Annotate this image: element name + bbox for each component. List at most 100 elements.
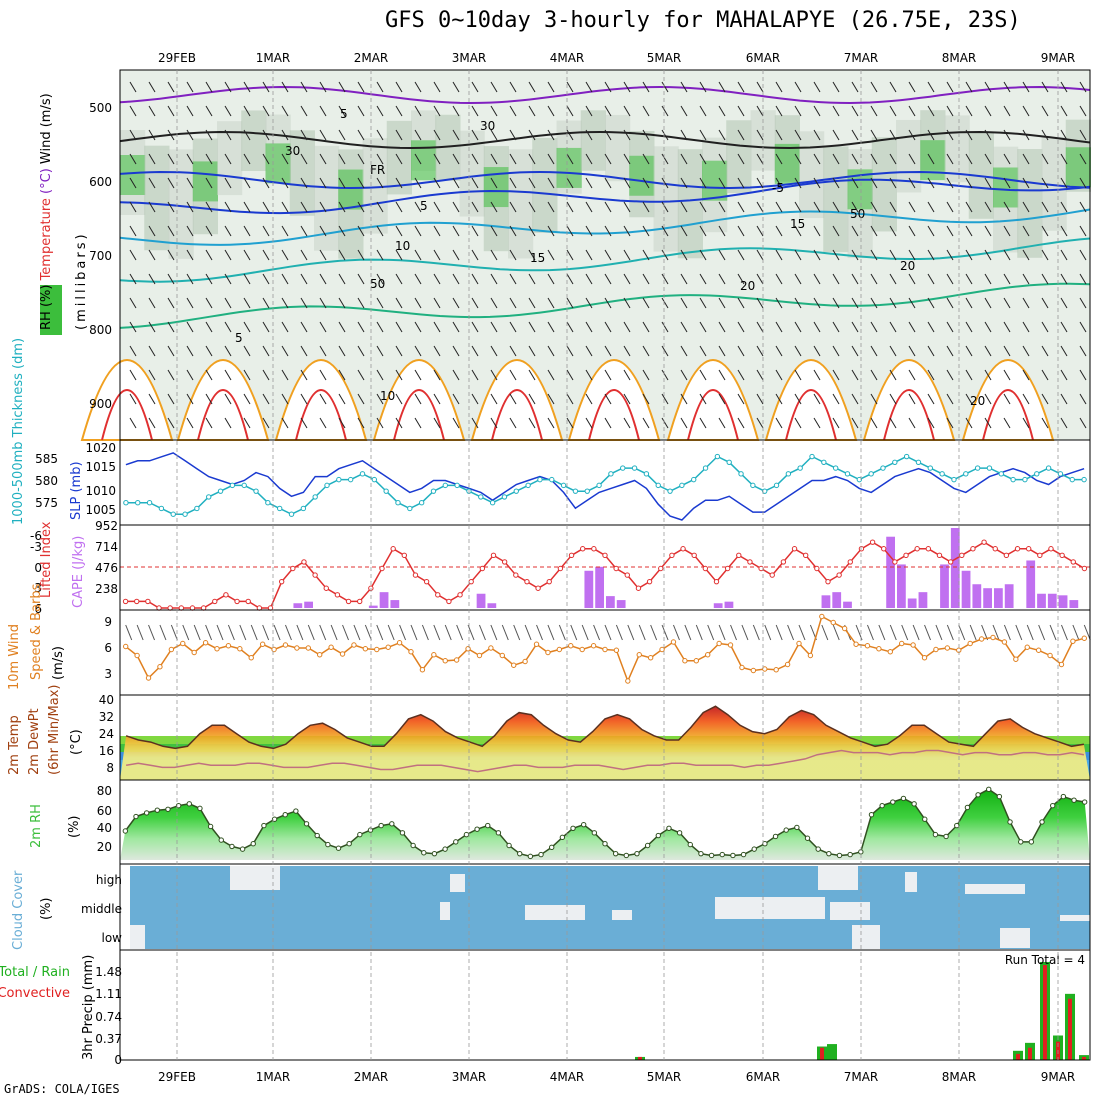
wind-barb (946, 249, 954, 261)
wind10-line-marker (202, 640, 209, 646)
wind10-barb (878, 624, 886, 641)
wind10-line-marker (419, 667, 426, 673)
wind-barb (813, 81, 821, 93)
thickness-line-marker (785, 471, 792, 477)
wind-barb (680, 321, 688, 333)
wind-barb (1060, 225, 1068, 237)
wind-barb (243, 177, 251, 189)
wind-barb (281, 273, 289, 285)
cape-bar (843, 601, 852, 608)
cape-bar (961, 570, 971, 608)
hot-contour (785, 389, 837, 441)
wind-barb (718, 393, 726, 405)
wind-barb (395, 273, 403, 285)
contour-label: 20 (970, 394, 985, 408)
rh-shade (653, 146, 679, 252)
precip-ytick: 0.37 (95, 1032, 122, 1046)
cape-bar (487, 603, 497, 608)
thickness-line-marker (371, 476, 378, 483)
rh-line-marker (922, 816, 928, 822)
wind-barb (984, 153, 992, 165)
thickness-line-marker (276, 505, 283, 512)
wind-barb (224, 369, 232, 381)
thickness-line-marker (489, 499, 496, 506)
wind-barb (338, 249, 346, 261)
wind-barb (585, 177, 593, 189)
wind-barb (889, 321, 897, 333)
wind-barb (395, 129, 403, 141)
lifted-index-line-marker (903, 552, 909, 559)
wind-barb (832, 345, 840, 357)
wind10-line-marker (887, 649, 893, 655)
wind-barb (148, 153, 156, 165)
wind-barb (908, 177, 916, 189)
temp-ytick: 32 (99, 710, 114, 724)
wind-barb (1060, 369, 1068, 381)
wind-barb (566, 273, 574, 285)
wind10-line-marker (1058, 661, 1065, 668)
thickness-line-marker (478, 494, 484, 500)
wind-barb (224, 81, 232, 93)
rh-line-marker (410, 842, 416, 849)
wind-barb (604, 249, 612, 261)
wind-barb (585, 321, 593, 333)
wind-barb (737, 393, 745, 405)
wind-barb (585, 369, 593, 381)
wind-barb (167, 81, 175, 93)
rh-line-marker (442, 846, 448, 852)
wind-barb (300, 129, 308, 141)
wind-barb (490, 81, 498, 93)
wind-barb (737, 225, 745, 237)
wind10-line-marker (339, 651, 346, 657)
temp-ytick: 8 (106, 761, 114, 775)
slp-ytick: 1015 (85, 460, 116, 474)
cloud-background (130, 866, 1090, 949)
thickness-line-marker (383, 488, 389, 494)
date-label-top: 29FEB (158, 51, 196, 65)
wind-barb (737, 297, 745, 309)
wind-barb (984, 393, 992, 405)
wind-barb (566, 201, 574, 213)
wind-barb (832, 105, 840, 117)
slp-ytick: 1010 (85, 484, 116, 498)
wind10-barb (444, 624, 452, 641)
date-label-top: 6MAR (746, 51, 781, 65)
wind-barb (984, 201, 992, 213)
wind-barb (623, 105, 631, 117)
thickness-ytick: 575 (35, 496, 58, 510)
wind10-line-marker (762, 666, 768, 672)
wind-barb (908, 105, 916, 117)
wind-barb (680, 201, 688, 213)
wind-barb (623, 225, 631, 237)
wind-barb (889, 297, 897, 309)
rh-shade-high (629, 155, 655, 196)
wind-barb (129, 321, 137, 333)
lifted-index-line-marker (401, 552, 408, 559)
wind-barb (414, 105, 422, 117)
wind-barb (1060, 105, 1068, 117)
wind-barb (338, 297, 346, 309)
wind-barb (908, 273, 916, 285)
wind-barb (1079, 417, 1087, 429)
thickness-line-marker (395, 499, 401, 506)
wind-barb (661, 249, 669, 261)
wind10-barb (924, 624, 931, 641)
wind-barb (547, 369, 555, 381)
wind-barb (775, 129, 783, 141)
cape-ylabel: CAPE (J/kg) (71, 536, 86, 608)
wind-barb (471, 105, 479, 117)
thickness-line-marker (915, 459, 922, 466)
rh-line-marker (1071, 797, 1077, 803)
thickness-line-marker (1022, 476, 1028, 483)
wind-barb (205, 393, 213, 405)
rh-line-marker (250, 840, 256, 847)
wind-barb (661, 321, 669, 333)
wind10-line-marker (488, 645, 494, 651)
wind-barb (414, 417, 422, 429)
wind-barb (756, 249, 764, 261)
thickness-line-marker (702, 465, 709, 471)
wind-barb (319, 177, 327, 189)
wind10-line-marker (910, 642, 916, 648)
wind-barb (775, 225, 783, 237)
lifted-index-line-marker (970, 546, 976, 552)
